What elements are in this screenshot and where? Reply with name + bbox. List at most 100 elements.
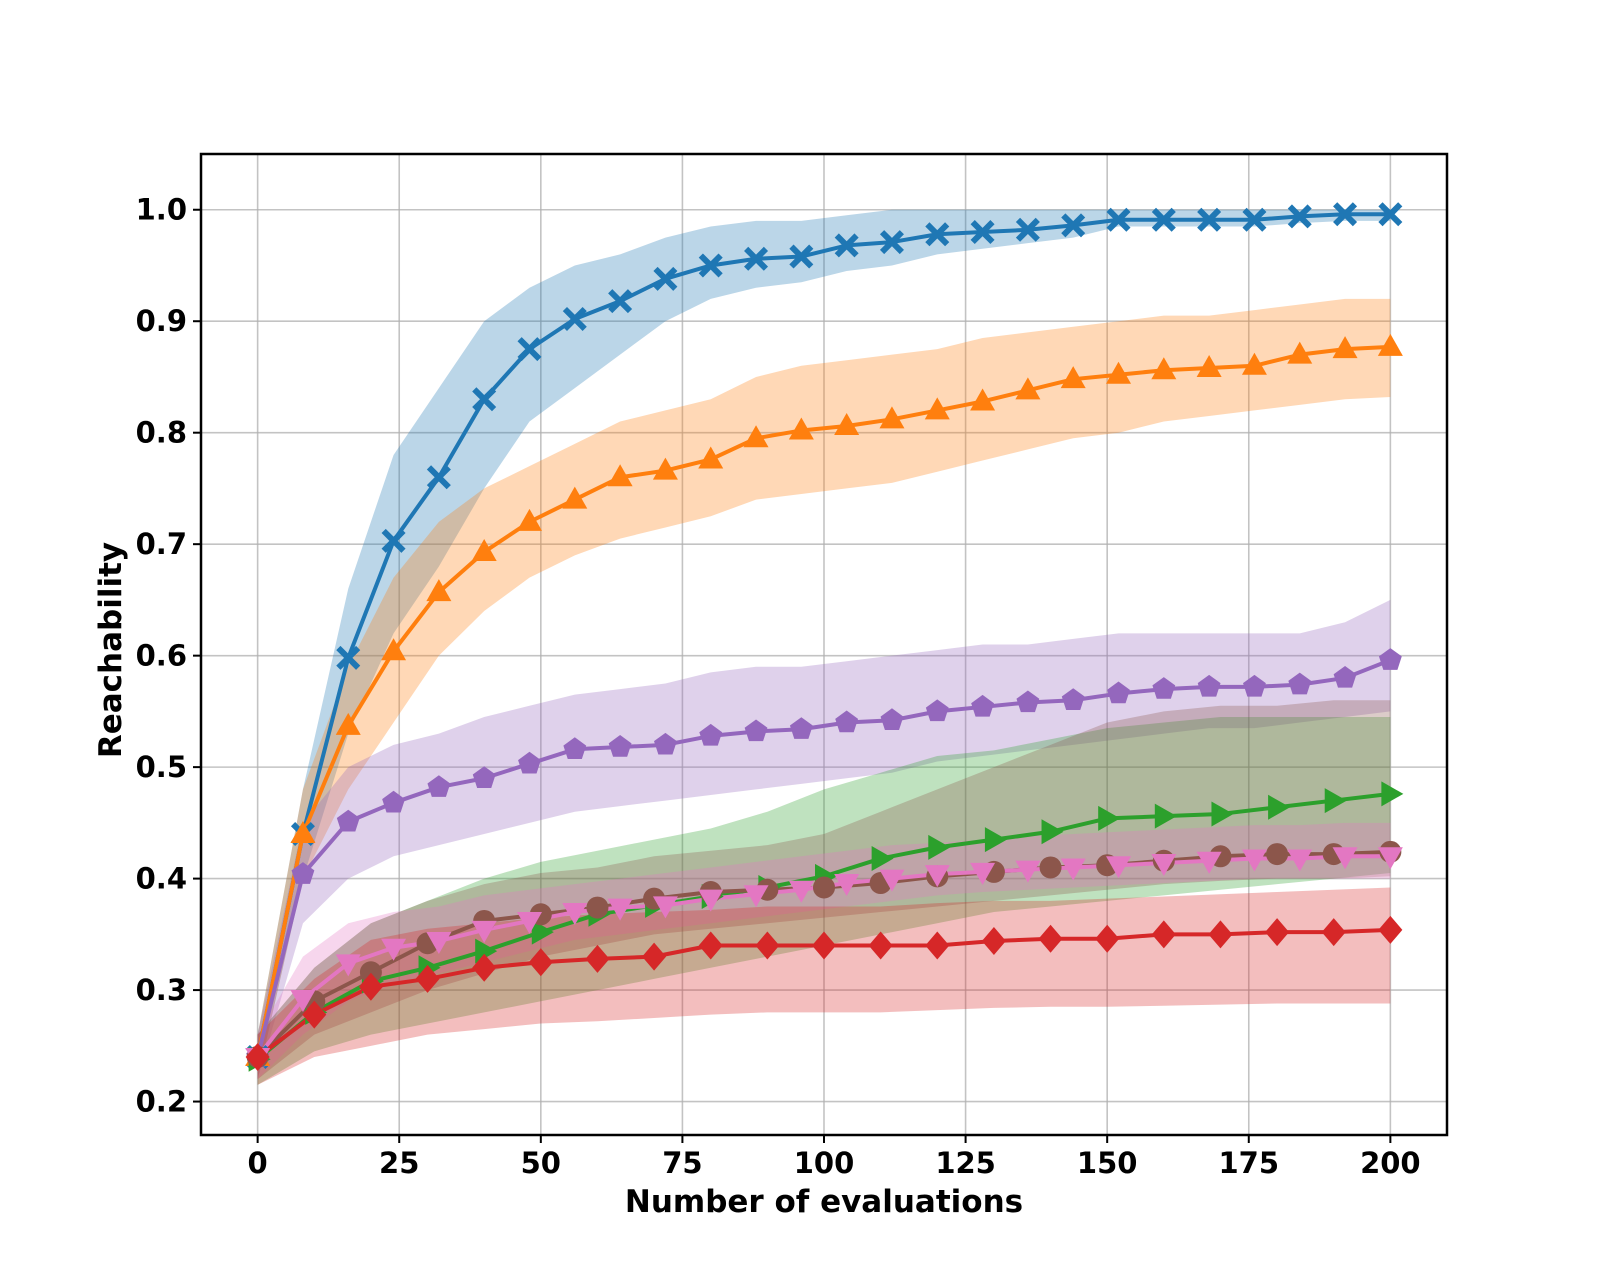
data-point [302, 1000, 327, 1029]
data-point [970, 862, 996, 885]
data-point [868, 931, 893, 960]
x-tick-label: 50 [521, 1146, 561, 1180]
data-point [528, 948, 553, 977]
data-point [336, 645, 361, 670]
data-point [1015, 377, 1041, 400]
data-point [1060, 366, 1086, 389]
data-point [382, 790, 405, 813]
data-point [471, 538, 497, 561]
data-point [924, 397, 950, 420]
data-point [971, 694, 994, 717]
data-point [1061, 213, 1086, 238]
data-point [1288, 672, 1312, 695]
data-point [698, 253, 723, 278]
y-tick-label: 0.4 [136, 862, 187, 896]
pink-triangle-down-markers [245, 847, 1403, 1070]
y-tick-label: 0.8 [136, 416, 187, 450]
data-point [1378, 202, 1403, 227]
data-point [335, 712, 361, 735]
data-point [698, 446, 724, 469]
data-point [1268, 794, 1291, 820]
data-point [290, 821, 316, 844]
data-point [698, 931, 723, 960]
data-point [789, 717, 813, 739]
data-point [813, 876, 835, 899]
data-point [1106, 361, 1132, 384]
data-point [1333, 665, 1357, 688]
data-point [1287, 204, 1312, 229]
data-point [562, 903, 588, 926]
data-point [1060, 858, 1086, 881]
data-point [562, 306, 587, 331]
data-point [928, 834, 951, 860]
data-point [426, 932, 452, 955]
y-tick-label: 0.3 [136, 973, 187, 1007]
data-point [744, 719, 768, 742]
data-point [743, 885, 769, 908]
data-point [1038, 924, 1063, 953]
data-point [699, 723, 723, 746]
data-point [245, 1042, 270, 1071]
data-point [1377, 847, 1403, 870]
axis-ticks: 0 25 50 75 100 125 150 175 200 0.2 0.3 0.4 0.5 0.6 0.7… [136, 193, 1421, 1180]
data-point [607, 464, 633, 487]
blue-x-markers [245, 202, 1403, 1069]
data-point [335, 954, 361, 977]
data-point [472, 766, 496, 788]
x-tick-label: 150 [1077, 1146, 1138, 1180]
x-axis-label: Number of evaluations [625, 1184, 1023, 1220]
data-point [475, 938, 498, 964]
data-point [426, 579, 452, 602]
data-point [585, 944, 610, 973]
green-triangle-right-band [257, 716, 1391, 1085]
x-tick-label: 200 [1360, 1146, 1421, 1180]
x-tick-label: 0 [248, 1146, 268, 1180]
data-point [291, 862, 315, 884]
data-point [1151, 920, 1176, 949]
data-point [1321, 918, 1346, 947]
purple-pentagon-band [257, 599, 1391, 1080]
x-tick-label: 25 [379, 1146, 419, 1180]
y-axis-label: Reachability [93, 542, 129, 758]
data-point [880, 708, 904, 731]
data-point [834, 413, 860, 436]
data-point [835, 710, 859, 733]
data-point [654, 732, 677, 755]
data-point [970, 220, 995, 245]
data-point [984, 827, 1007, 853]
data-point [1266, 843, 1289, 866]
blue-x-line [255, 212, 1391, 1058]
data-point [381, 938, 407, 961]
data-point [563, 737, 587, 759]
data-point [1241, 352, 1267, 375]
y-tick-label: 1.0 [136, 193, 187, 227]
data-point [743, 425, 769, 448]
data-point [812, 931, 836, 960]
data-point [381, 638, 407, 661]
y-tick-label: 0.5 [136, 750, 187, 784]
data-point [879, 230, 904, 255]
data-point [1015, 217, 1040, 242]
data-point [1378, 915, 1403, 944]
data-point [879, 869, 905, 892]
data-point [1242, 207, 1267, 232]
y-tick-label: 0.2 [136, 1085, 187, 1119]
data-point [608, 735, 632, 757]
x-tick-label: 125 [935, 1146, 996, 1180]
data-point [788, 880, 814, 903]
red-diamond-markers [245, 915, 1403, 1071]
data-point [652, 457, 678, 480]
data-point [981, 927, 1006, 956]
data-point [834, 874, 860, 897]
data-point [1378, 648, 1402, 670]
data-point [358, 972, 383, 1001]
data-point [1332, 847, 1358, 870]
data-point [1208, 920, 1233, 949]
data-point [381, 528, 406, 553]
data-point [290, 989, 316, 1012]
data-point [1332, 336, 1358, 359]
data-point [1039, 856, 1062, 879]
data-point [925, 222, 950, 247]
data-point [426, 465, 451, 490]
data-point [608, 289, 633, 314]
